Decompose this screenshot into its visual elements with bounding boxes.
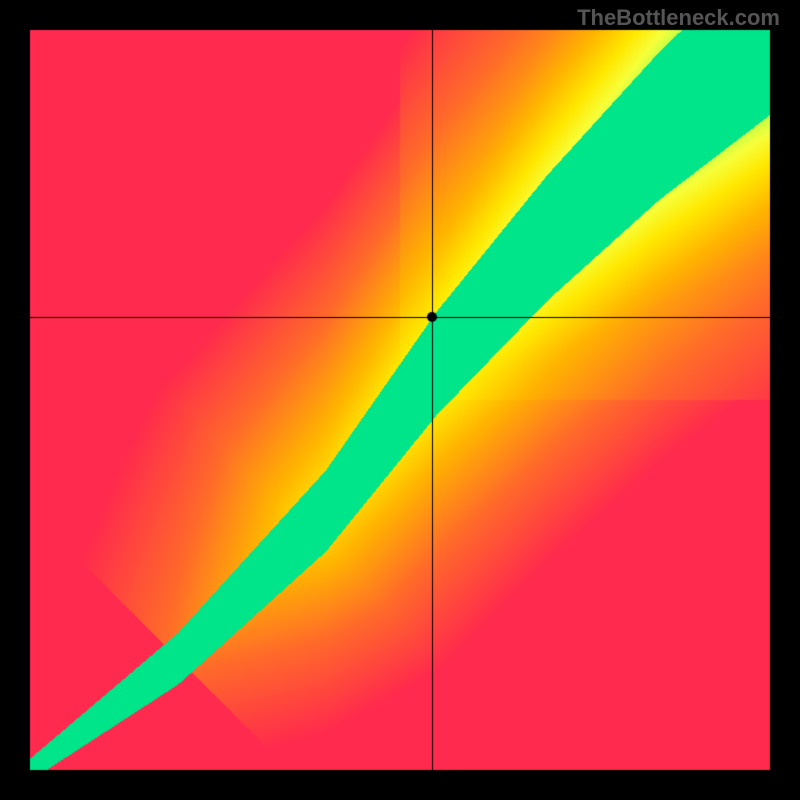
watermark-text: TheBottleneck.com: [577, 5, 780, 31]
heatmap-canvas: [0, 0, 800, 800]
chart-container: TheBottleneck.com: [0, 0, 800, 800]
